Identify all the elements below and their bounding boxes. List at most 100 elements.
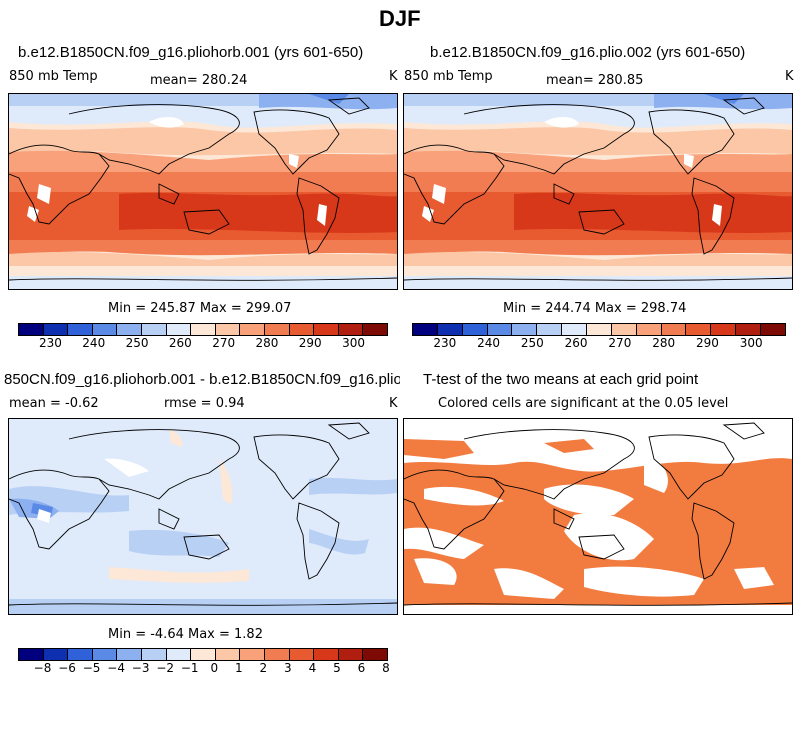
panel3-unit-label: K [389,396,398,411]
colorbar-swatch [289,324,315,335]
panel2-variable-label: 850 mb Temp [404,69,493,84]
panel2-map [403,93,793,290]
colorbar-tick-label: 240 [477,336,501,350]
colorbar-swatch [92,324,118,335]
colorbar-swatch [68,324,93,335]
colorbar-swatch [363,324,387,335]
panel4-title: T-test of the two means at each grid poi… [423,371,699,388]
colorbar-tick-label: −4 [107,661,125,675]
panel1-temp-field [9,94,397,289]
colorbar-swatch [462,324,488,335]
colorbar-swatch [562,324,588,335]
colorbar-tick-label: 300 [342,336,365,350]
colorbar-tick-label: 300 [739,336,763,350]
colorbar-swatch [761,324,785,335]
colorbar-tick-label: 270 [608,336,632,350]
panel3-title: 850CN.f09_g16.pliohorb.001 - b.e12.B1850… [4,371,400,388]
colorbar-tick-label: 290 [298,336,322,350]
colorbar-tick-label: 1 [234,661,243,675]
colorbar-swatch [736,324,762,335]
colorbar-tick-label: 5 [333,661,341,675]
panel1-map [8,93,398,290]
colorbar-tick-label: 0 [210,661,219,675]
colorbar-swatch [68,649,93,660]
colorbar-swatch [686,324,712,335]
colorbar-swatch [314,649,339,660]
panel1-mean-label: mean= 280.24 [150,73,248,88]
colorbar-tick-label: 280 [255,336,279,350]
colorbar-tick-label: 230 [433,336,457,350]
colorbar-swatch [141,649,167,660]
colorbar-swatch [413,324,438,335]
panel2-colorbar-ticks: 230 240 250 260 270 280 290 300 [412,336,784,352]
figure-title: DJF [379,6,421,31]
panel4-subtitle: Colored cells are significant at the 0.0… [438,396,729,411]
colorbar-swatch [587,324,612,335]
colorbar-tick-label: 3 [284,661,292,675]
colorbar-tick-label: −2 [156,661,175,675]
panel2-mean-label: mean= 280.85 [546,73,644,88]
panel1-colorbar-ticks: 230 240 250 260 270 280 290 300 [18,336,386,352]
panel2-colorbar [412,323,786,336]
colorbar-swatch [191,324,216,335]
colorbar-tick-label: 260 [168,336,192,350]
colorbar-tick-label: 4 [308,661,317,675]
colorbar-swatch [264,649,290,660]
panel3-difference-field [9,419,397,614]
colorbar-swatch [711,324,737,335]
colorbar-tick-label: −8 [33,661,52,675]
panel3-rmse-label: rmse = 0.94 [164,396,245,411]
colorbar-swatch [19,324,44,335]
colorbar-tick-label: −1 [180,661,199,675]
colorbar-tick-label: 240 [82,336,106,350]
colorbar-swatch [314,324,339,335]
colorbar-tick-label: 2 [259,661,268,675]
colorbar-swatch [363,649,387,660]
colorbar-swatch [264,324,290,335]
panel1-title: b.e12.B1850CN.f09_g16.pliohorb.001 (yrs … [18,44,364,61]
colorbar-swatch [43,649,69,660]
panel4-significance-field [404,419,792,614]
panel3-minmax: Min = -4.64 Max = 1.82 [108,627,263,642]
colorbar-swatch [537,324,563,335]
colorbar-swatch [117,324,142,335]
colorbar-tick-label: 280 [652,336,676,350]
panel1-colorbar [18,323,388,336]
colorbar-swatch [92,649,118,660]
colorbar-swatch [338,649,364,660]
colorbar-swatch [240,649,265,660]
panel1-variable-label: 850 mb Temp [9,69,98,84]
panel2-title: b.e12.B1850CN.f09_g16.plio.002 (yrs 601-… [430,44,746,61]
colorbar-swatch [141,324,167,335]
colorbar-swatch [289,649,315,660]
colorbar-swatch [43,324,69,335]
colorbar-swatch [191,649,216,660]
panel3-colorbar-ticks: −8 −6 −5 −4 −3 −2 −1 0 1 2 3 4 5 6 8 [18,661,390,677]
colorbar-swatch [437,324,463,335]
colorbar-swatch [215,324,241,335]
colorbar-tick-label: 270 [212,336,236,350]
colorbar-swatch [512,324,538,335]
colorbar-swatch [166,649,192,660]
colorbar-tick-label: 250 [125,336,149,350]
colorbar-swatch [240,324,265,335]
colorbar-tick-label: 6 [357,661,366,675]
panel3-map [8,418,398,615]
colorbar-swatch [117,649,142,660]
colorbar-tick-label: 250 [520,336,544,350]
colorbar-tick-label: −6 [58,661,76,675]
panel2-temp-field [404,94,792,289]
panel2-minmax: Min = 244.74 Max = 298.74 [503,301,687,316]
colorbar-swatch [19,649,44,660]
colorbar-swatch [661,324,687,335]
panel2-unit-label: K [785,69,794,84]
colorbar-tick-label: 290 [695,336,719,350]
colorbar-tick-label: 260 [564,336,588,350]
colorbar-swatch [636,324,662,335]
panel1-minmax: Min = 245.87 Max = 299.07 [108,301,292,316]
panel3-mean-label: mean = -0.62 [9,396,99,411]
colorbar-tick-label: 230 [39,336,62,350]
colorbar-swatch [338,324,364,335]
colorbar-swatch [166,324,192,335]
panel1-unit-label: K [389,69,398,84]
